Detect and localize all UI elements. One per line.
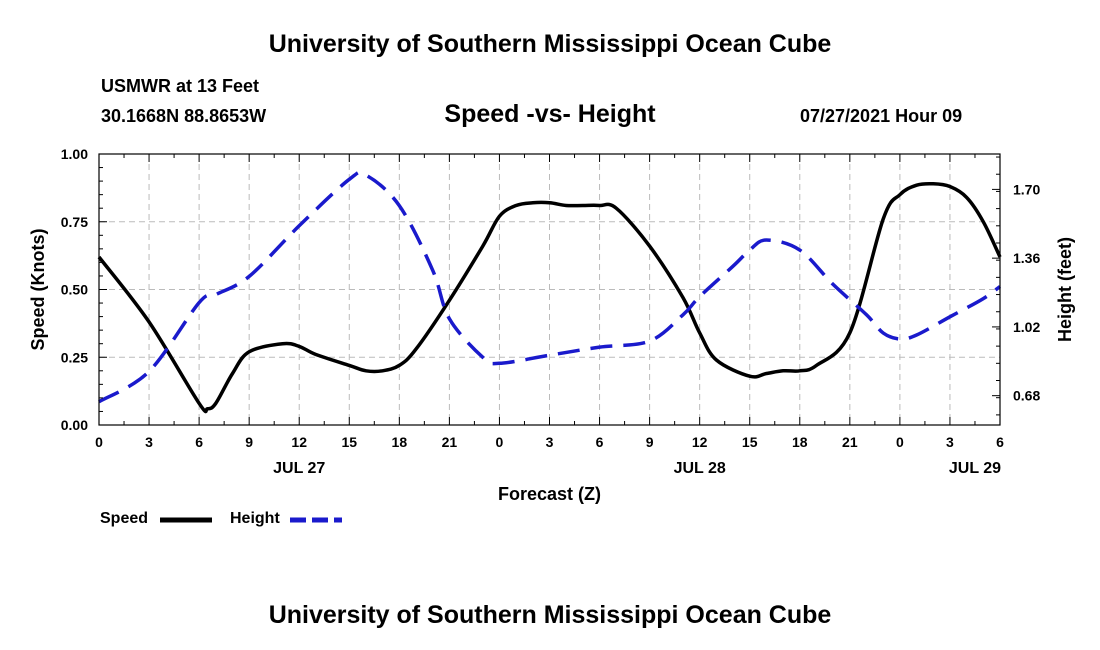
legend-label-speed: Speed	[100, 510, 148, 528]
y-axis-title-left: Speed (Knots)	[28, 228, 48, 350]
x-tick-label: 0	[95, 434, 103, 450]
y-axis-title-right: Height (feet)	[1055, 237, 1075, 342]
x-tick-label: 6	[195, 434, 203, 450]
x-tick-label: 12	[692, 434, 708, 450]
x-tick-label: 12	[291, 434, 307, 450]
x-tick-label: 3	[546, 434, 554, 450]
x-tick-label: 0	[896, 434, 904, 450]
x-tick-label: 18	[392, 434, 408, 450]
y-tick-label-left: 0.75	[61, 214, 88, 230]
x-tick-label: 9	[646, 434, 654, 450]
y-tick-label-right: 1.70	[1013, 181, 1040, 197]
x-tick-label: 21	[842, 434, 858, 450]
y-tick-label-left: 1.00	[61, 146, 88, 162]
x-tick-label: 15	[341, 434, 357, 450]
footer-title: University of Southern Mississippi Ocean…	[0, 601, 1100, 630]
y-tick-label-left: 0.50	[61, 282, 88, 298]
x-axis-title: Forecast (Z)	[498, 484, 601, 504]
x-tick-label: 0	[496, 434, 504, 450]
x-tick-label: 15	[742, 434, 758, 450]
legend-label-height: Height	[230, 510, 280, 528]
x-tick-label: 6	[596, 434, 604, 450]
x-tick-label: 18	[792, 434, 808, 450]
x-tick-label: 6	[996, 434, 1004, 450]
y-tick-label-right: 1.36	[1013, 250, 1040, 266]
y-tick-label-right: 0.68	[1013, 388, 1040, 404]
speed-height-chart: 0 3 6 9 12 15 18 21 0 3 6 9 12 15 18 21 0 3 6 JUL 27 JUL 28 J…	[0, 0, 1100, 650]
date-label: JUL 27	[273, 460, 325, 477]
x-tick-label: 3	[946, 434, 954, 450]
x-tick-label: 21	[442, 434, 458, 450]
x-tick-label: 9	[245, 434, 253, 450]
date-label: JUL 29	[949, 460, 1001, 477]
x-tick-label: 3	[145, 434, 153, 450]
y-tick-label-left: 0.25	[61, 349, 88, 365]
y-tick-label-right: 1.02	[1013, 319, 1040, 335]
date-label: JUL 28	[674, 460, 726, 477]
y-tick-label-left: 0.00	[61, 417, 88, 433]
